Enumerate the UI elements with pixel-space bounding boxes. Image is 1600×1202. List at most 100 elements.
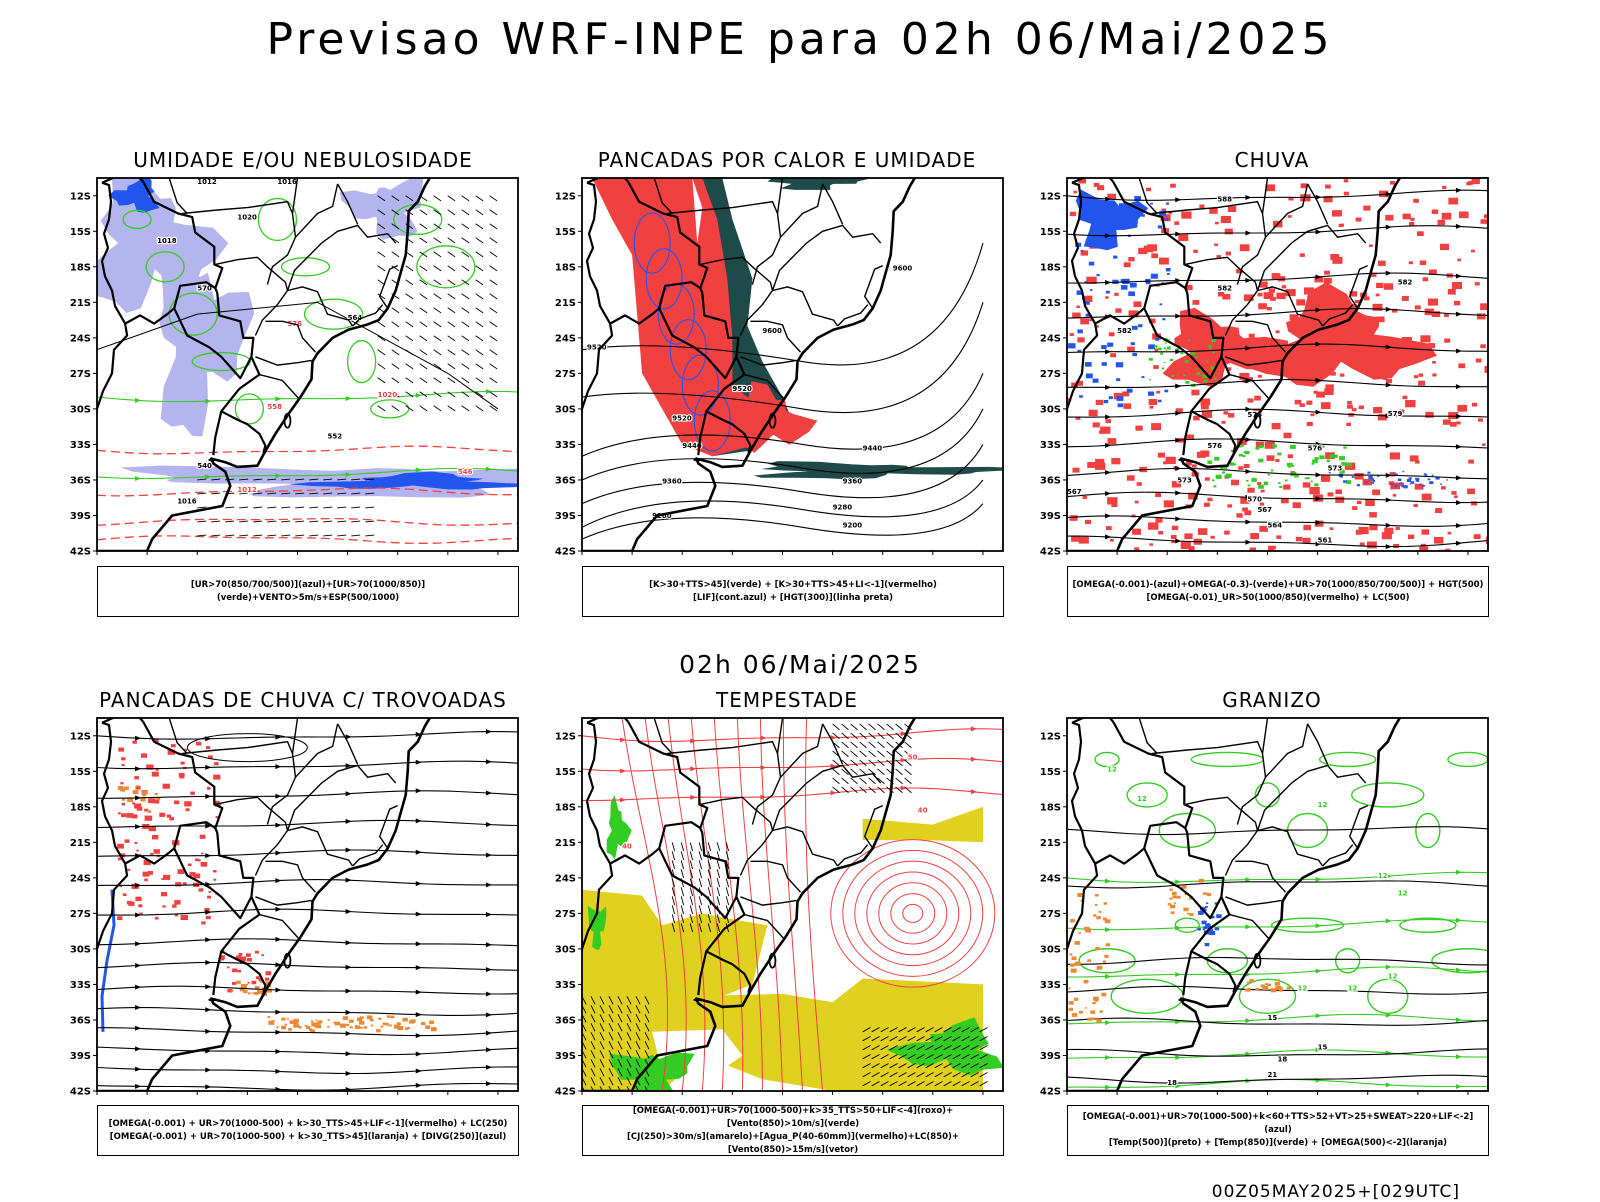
legend-line: [Temp(500)](preto) + [Temp(850)](verde) … [1108,1138,1448,1148]
wind-vector [475,377,484,384]
precip-cell [1394,485,1398,488]
wind-vector [698,869,703,879]
wind-vector [904,768,912,776]
wind-vector [880,1063,889,1069]
precip-cell [1116,396,1124,401]
state-border [352,304,384,327]
panel-1-title: UMIDADE E/OU NEBULOSIDADE [133,148,473,172]
state-border [1256,224,1367,291]
wind-vector [925,1072,934,1078]
precip-cell [340,1023,346,1028]
precip-cell [126,813,134,818]
precip-cell [1234,463,1237,466]
streamline-arrow [135,824,142,830]
precip-cell [215,816,219,819]
state-border [771,224,882,291]
humidity-contour [145,251,185,283]
wind-vector [871,1072,880,1078]
precip-cell [1418,373,1424,377]
precip-cell [152,835,159,840]
precip-cell [1468,459,1474,464]
precip-cell [1422,495,1430,501]
wind-vector [716,878,721,888]
precip-cell [1266,455,1275,461]
lat-tick-label: 12S [70,191,91,202]
precip-cell [238,953,243,956]
wind-vector [590,1068,596,1077]
shaded-area [606,794,632,860]
precip-cell [1072,467,1080,473]
precip-cell [1093,182,1100,187]
map-frame [581,717,1004,1092]
precip-cell [132,790,139,795]
precip-cell [185,808,190,812]
state-border [821,723,844,765]
precip-cell [1126,388,1133,393]
country-border [173,307,253,380]
country-border [1190,950,1237,993]
precip-cell [1312,459,1318,464]
map-canvas: 50404012S15S18S21S24S27S30S33S36S39S42S7… [555,717,1004,1096]
wind-vector [880,1045,889,1051]
wind-vector [970,1054,979,1060]
wind-vector [850,723,858,731]
streamline-arrow [275,906,282,912]
streamline-arrow [1105,469,1112,475]
map-pancadas-trovoadas: 12S15S18S21S24S27S30S33S36S39S42S70W65W6… [62,716,522,1096]
streamline-arrow [900,757,907,763]
temperature-500-contour [1067,1074,1488,1084]
precip-cell [1198,878,1204,883]
wind-vector [461,195,470,202]
streamline-arrow [1315,520,1322,526]
streamline-arrow [415,732,422,738]
wind-vector [859,723,867,731]
precip-cell [254,950,259,954]
map-frame [96,177,519,552]
wind-vector [447,265,456,272]
lifted-index-contour [645,248,683,310]
panel-4-title: PANCADAS DE CHUVA C/ TROVOADAS [99,688,507,712]
precip-cell [1070,963,1075,967]
wind-vector [461,321,470,328]
precip-cell [1123,262,1131,268]
legend-box-3: [OMEGA(-0.001)-(azul)+OMEGA(-0.3)-(verde… [1067,566,1489,617]
wind-vector [253,534,263,537]
precip-cell [1083,980,1089,984]
precip-cell [1087,1017,1092,1021]
precip-cell [396,1022,401,1026]
precip-cell [1164,342,1167,344]
wind-vector [698,851,703,861]
wind-vector [635,1059,641,1068]
state-border [215,256,289,336]
streamline-arrow [1455,1084,1462,1090]
precip-cell [1397,478,1402,481]
state-border [255,356,312,366]
precip-cell [1176,348,1180,350]
precip-cell [1212,351,1215,354]
streamline [1067,408,1488,418]
shaded-area [766,178,870,190]
state-border [291,718,299,754]
wind-vector [898,1081,907,1087]
precip-cell [1435,508,1443,513]
lat-tick-label: 33S [70,980,91,991]
precip-cell [370,1018,374,1022]
wind-vector [832,732,840,740]
wind-vector [952,1081,961,1087]
contour-label: 15 [1267,1014,1277,1022]
wind-vector [433,293,442,300]
wind-vector [868,768,876,776]
contour-label: 1020 [378,391,398,399]
streamline [1067,515,1488,527]
precip-cell [1231,479,1239,486]
precip-cell [1299,253,1305,257]
precip-cell [1222,293,1231,300]
precip-cell [1148,318,1156,324]
wind-vector [889,1072,898,1078]
country-border [701,832,740,897]
precip-cell [1185,461,1192,466]
wind-vector [377,223,386,230]
wind-vector [461,307,470,314]
wind-vector [489,377,498,384]
precip-cell [1260,489,1265,493]
